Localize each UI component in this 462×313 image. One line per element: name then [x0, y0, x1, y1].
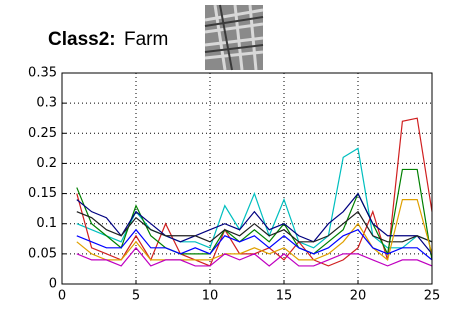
- thumbnail: [205, 5, 263, 70]
- x-tick-label: 10: [202, 289, 219, 304]
- y-tick-label: 0.15: [28, 186, 57, 201]
- chart: Class2: Farm 0 0.05 0.1 0.15 0.2 0.25 0.3 0.35 0…: [0, 0, 462, 313]
- x-tick-label: 15: [276, 289, 293, 304]
- y-tick-label: 0.3: [36, 96, 57, 111]
- plot-area: [62, 73, 432, 284]
- y-tick-label: 0.05: [28, 246, 57, 261]
- x-tick-label: 5: [132, 289, 140, 304]
- class-label: Class2:: [48, 29, 116, 50]
- y-tick-label: 0.2: [36, 156, 57, 171]
- y-tick-label: 0.35: [28, 66, 57, 81]
- chart-title: Farm: [124, 29, 168, 50]
- x-tick-label: 25: [424, 289, 441, 304]
- x-tick-label: 20: [350, 289, 367, 304]
- y-tick-label: 0: [49, 277, 57, 292]
- y-tick-label: 0.25: [28, 126, 57, 141]
- x-tick-label: 0: [58, 289, 66, 304]
- y-tick-label: 0.1: [36, 216, 57, 231]
